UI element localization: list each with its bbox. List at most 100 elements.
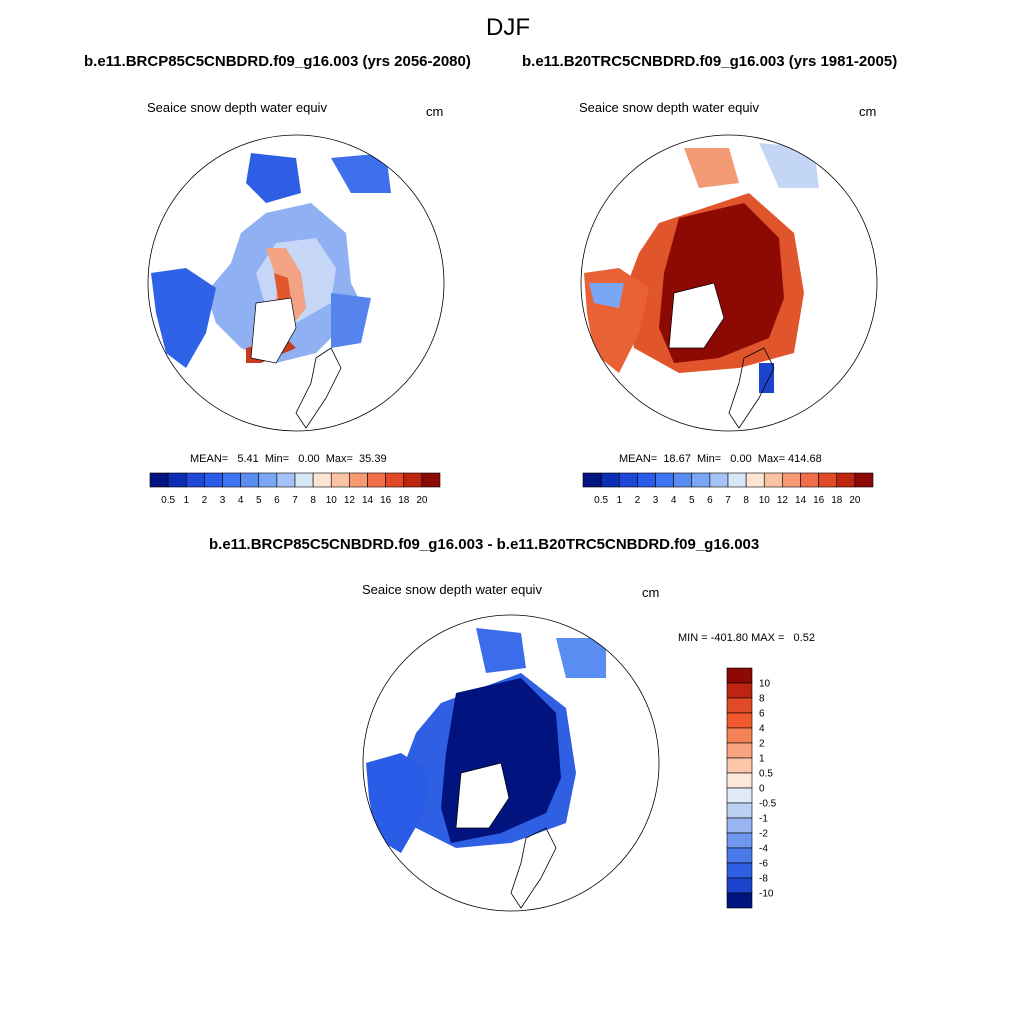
right-colorbar-label: 0.5 [594,495,608,506]
right-colorbar-box [727,472,747,488]
right-colorbar-label: 16 [813,495,825,506]
left-colorbar-box [222,472,241,488]
left-bering-ice [331,153,391,193]
right-colorbar-box [854,472,874,488]
left-variable-label: Seaice snow depth water equiv [147,100,327,115]
left-colorbar-label: 20 [416,495,428,506]
diff-colorbar: 10 8 6 4 2 1 0.5 0 -0.5 -1 -2 -4 -6 -8 -10 [726,667,777,909]
diff-bering [556,638,606,678]
right-colorbar-box [600,472,620,488]
right-colorbar-label: 18 [831,495,843,506]
left-colorbar-box [385,472,405,488]
right-colorbar-box [818,472,838,488]
diff-colorbar-label: 4 [759,724,765,735]
right-bering-ice [759,143,819,188]
right-colorbar-label: 14 [795,495,807,506]
diff-colorbar-label: 6 [759,709,765,720]
diff-polar-map [362,614,660,912]
left-units-label: cm [426,104,444,119]
left-colorbar-label: 3 [220,495,226,506]
diff-colorbar-box [726,772,753,789]
right-okhotsk-ice [684,148,739,188]
right-variable-label: Seaice snow depth water equiv [579,100,759,115]
left-colorbar-box [403,472,423,488]
diff-colorbar-box [726,697,753,714]
left-colorbar-box [421,472,441,488]
left-colorbar-label: 1 [183,495,189,506]
right-colorbar-box [618,472,638,488]
diff-colorbar-label: -4 [759,844,768,855]
left-greenland [250,297,297,364]
right-colorbar-label: 10 [759,495,771,506]
left-colorbar-box [349,472,368,488]
diff-greenland [455,762,510,829]
right-colorbar-box [836,472,856,488]
left-polar-map [147,134,445,432]
right-colorbar-box [745,472,765,488]
right-stats: MEAN= 18.67 Min= 0.00 Max= 414.68 [619,453,822,465]
diff-colorbar-box [726,727,753,744]
left-colorbar-label: 10 [326,495,338,506]
diff-scandinavia-coast [510,827,557,909]
diff-colorbar-label: -1 [759,814,768,825]
left-colorbar-box [258,472,278,488]
left-colorbar-label: 8 [310,495,316,506]
left-colorbar-box [367,472,386,488]
diff-colorbar-box [726,877,753,894]
diff-colorbar-box [726,832,753,849]
left-okhotsk-ice [246,153,301,203]
right-colorbar-label: 2 [635,495,641,506]
diff-colorbar-label: 1 [759,754,765,765]
right-scandinavia-coast [728,347,775,429]
right-colorbar-label: 8 [743,495,749,506]
right-colorbar-box [800,472,819,488]
diff-colorbar-label: -10 [759,889,774,900]
right-baltic-ice [759,363,774,393]
diff-colorbar-box [726,892,753,909]
diff-colorbar-box [726,817,753,834]
left-colorbar: 0.5 1 2 3 4 5 6 7 8 10 12 14 16 18 20 [149,472,441,506]
left-colorbar-label: 2 [202,495,208,506]
left-stats: MEAN= 5.41 Min= 0.00 Max= 35.39 [190,453,387,465]
left-colorbar-box [312,472,332,488]
right-colorbar-box [673,472,693,488]
left-colorbar-label: 16 [380,495,392,506]
right-hudson-blue [589,283,624,308]
diff-colorbar-box [726,847,753,864]
right-colorbar-box [709,472,729,488]
left-colorbar-box [185,472,205,488]
diff-units-label: cm [642,585,660,600]
diff-colorbar-box [726,757,753,774]
right-colorbar-box [763,472,783,488]
diff-variable-label: Seaice snow depth water equiv [362,582,542,597]
diff-colorbar-box [726,742,753,759]
right-colorbar-label: 12 [777,495,789,506]
left-colorbar-box [204,472,223,488]
right-colorbar-box [637,472,656,488]
diff-colorbar-label: 10 [759,679,771,690]
diff-colorbar-box [726,802,753,819]
right-colorbar-label: 5 [689,495,695,506]
right-polar-map [580,134,878,432]
left-colorbar-label: 14 [362,495,374,506]
left-colorbar-label: 18 [398,495,410,506]
left-colorbar-label: 12 [344,495,356,506]
left-colorbar-box [330,472,350,488]
right-colorbar-label: 1 [616,495,622,506]
diff-colorbar-label: -2 [759,829,768,840]
season-title: DJF [486,14,530,41]
left-barents-ice [331,293,371,348]
diff-colorbar-box [726,667,753,684]
diff-stats: MIN = -401.80 MAX = 0.52 [678,632,815,644]
right-greenland [668,282,725,349]
right-colorbar-label: 7 [725,495,731,506]
left-case-title: b.e11.BRCP85C5CNBDRD.f09_g16.003 (yrs 20… [84,53,471,70]
left-colorbar-box [240,472,260,488]
right-colorbar-box [691,472,711,488]
left-colorbar-box [167,472,187,488]
diff-colorbar-box [726,787,753,804]
right-units-label: cm [859,104,877,119]
right-colorbar-box [582,472,602,488]
right-case-title: b.e11.B20TRC5CNBDRD.f09_g16.003 (yrs 198… [522,53,898,70]
left-colorbar-label: 7 [292,495,298,506]
